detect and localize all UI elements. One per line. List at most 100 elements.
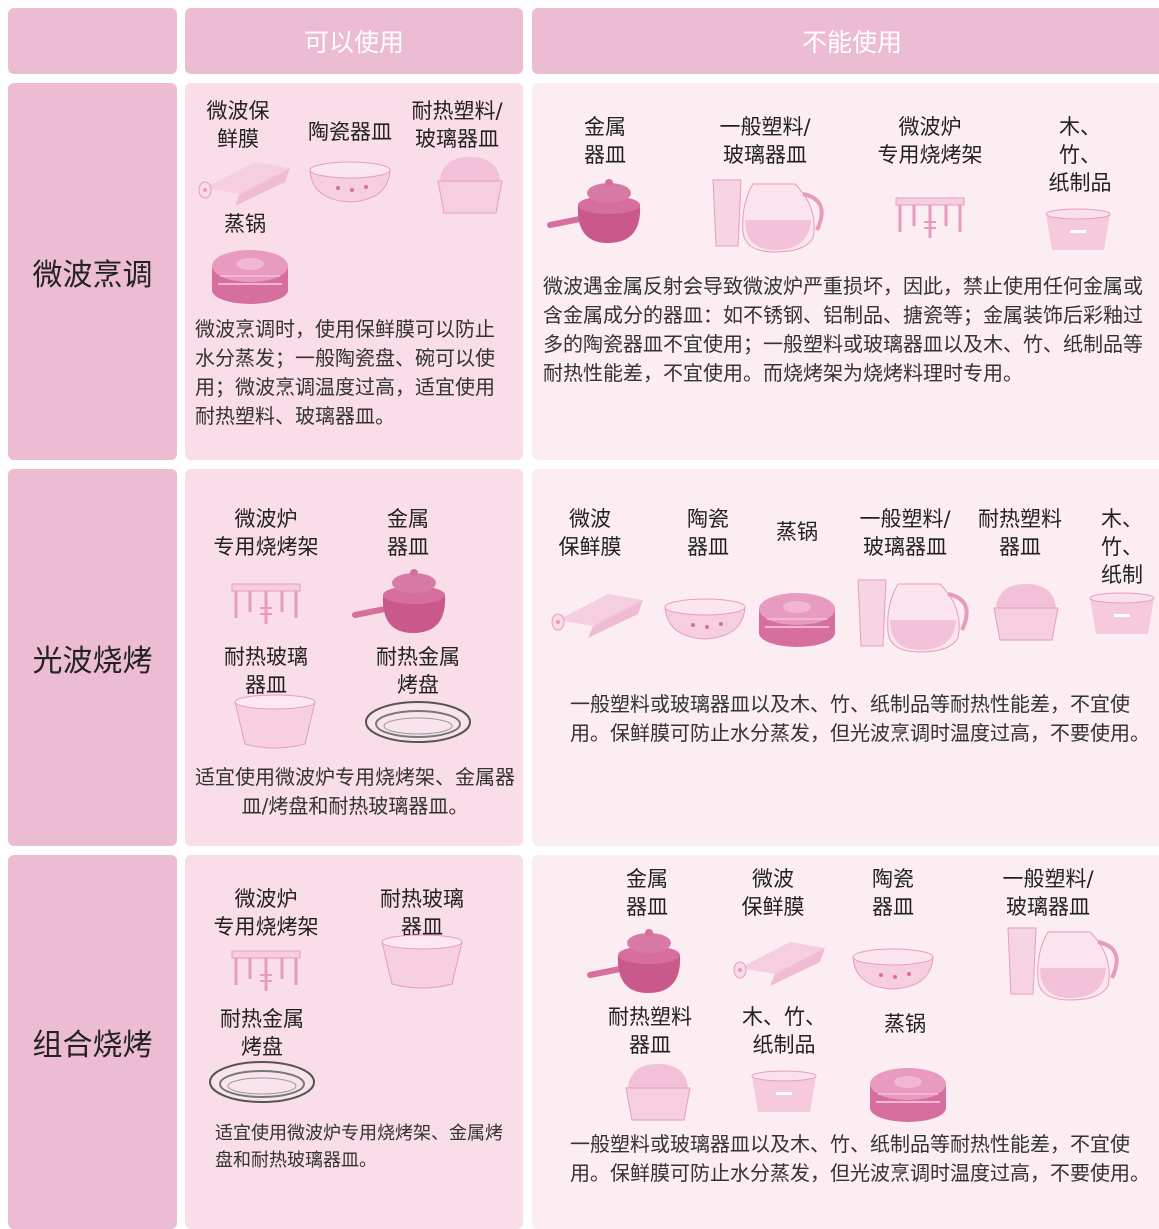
item-label: 陶瓷器皿 xyxy=(308,120,392,144)
icon-part xyxy=(893,975,897,979)
icon-part xyxy=(924,221,936,229)
icon-part xyxy=(895,197,965,206)
icon-part xyxy=(227,1077,297,1095)
icon-part xyxy=(691,623,695,627)
icon-part xyxy=(234,701,316,749)
icon-part xyxy=(205,162,290,194)
icon-tray xyxy=(365,701,471,743)
icon-part xyxy=(1045,208,1111,220)
item-label: 蒸锅 xyxy=(776,520,818,544)
icon-part xyxy=(588,600,643,638)
icon-part xyxy=(802,192,824,231)
item-label: 木、竹、 纸制品 xyxy=(742,1005,826,1057)
allowed-cell xyxy=(185,855,523,1229)
icon-part xyxy=(209,1061,315,1103)
icon-part xyxy=(625,1087,691,1121)
icon-rack xyxy=(895,197,965,238)
icon-cupjug xyxy=(712,179,824,253)
icon-part xyxy=(618,946,680,964)
icon-paper xyxy=(1089,592,1155,634)
note: 一般塑料或玻璃器皿以及木、竹、纸制品等耐热性能差，不宜使用。保鲜膜可防止水分蒸发… xyxy=(570,1132,1150,1185)
column-header: 不能使用 xyxy=(532,8,1159,74)
item-label: 金属 器皿 xyxy=(387,507,429,559)
icon-part xyxy=(410,569,418,577)
icon-part xyxy=(857,579,887,647)
item-label: 微波炉 专用烧烤架 xyxy=(213,887,319,939)
icon-part xyxy=(1070,230,1086,233)
item-label: 耐热塑料 器皿 xyxy=(608,1005,692,1057)
item-label: 耐热玻璃 器皿 xyxy=(224,645,308,697)
forbidden-cell xyxy=(532,83,1159,460)
item-label: 一般塑料/ 玻璃器皿 xyxy=(859,507,951,559)
icon-part xyxy=(577,205,641,243)
icon-box xyxy=(993,584,1059,641)
icon-part xyxy=(1040,968,1106,998)
icon-rack xyxy=(231,583,301,624)
icon-part xyxy=(705,625,709,629)
icon-part xyxy=(765,618,829,628)
column-header: 可以使用 xyxy=(185,8,523,74)
item-label: 陶瓷 器皿 xyxy=(872,867,914,919)
icon-part xyxy=(381,941,463,989)
icon-part xyxy=(231,950,301,959)
row-mode: 微波烹调 xyxy=(8,83,177,460)
icon-part xyxy=(558,594,643,626)
icon-part xyxy=(234,958,298,991)
icon-part xyxy=(437,180,503,214)
icon-part xyxy=(740,942,825,974)
icon-wrap xyxy=(551,594,643,638)
note: 适宜使用微波炉专用烧烤架、金属器皿/烤盘和耐热玻璃器皿。 xyxy=(195,765,515,818)
icon-part xyxy=(383,717,453,735)
icon-bowl xyxy=(664,598,746,640)
icon-tray xyxy=(209,1061,315,1103)
note: 微波烹调时，使用保鲜膜可以防止水分蒸发；一般陶瓷盘、碗可以使用；微波烹调温度过高… xyxy=(195,317,495,428)
icon-steamer xyxy=(212,250,288,304)
icon-part xyxy=(627,933,671,953)
item-label: 耐热塑料 器皿 xyxy=(978,507,1062,559)
icon-part xyxy=(947,592,969,631)
icon-part xyxy=(664,598,746,616)
icon-part xyxy=(260,974,272,982)
icon-part xyxy=(745,220,811,250)
icon-paper xyxy=(751,1070,817,1112)
note: 适宜使用微波炉专用烧烤架、金属烤盘和耐热玻璃器皿。 xyxy=(215,1123,503,1171)
icon-part xyxy=(751,1070,817,1082)
icon-part xyxy=(578,196,640,214)
icon-part xyxy=(852,956,934,990)
icon-part xyxy=(993,607,1059,641)
forbidden-cell xyxy=(532,469,1159,846)
icon-part xyxy=(336,186,340,190)
icon-part xyxy=(664,606,746,640)
icon-steamer xyxy=(759,593,835,647)
icon-part xyxy=(309,169,391,203)
item-label: 耐热金属 烤盘 xyxy=(220,1007,304,1059)
icon-part xyxy=(235,168,290,206)
icon-wrap xyxy=(198,162,290,206)
icon-part xyxy=(219,1070,305,1098)
note: 微波遇金属反射会导致微波炉严重损坏，因此，禁止使用任何金属或含金属成分的器皿：如… xyxy=(543,274,1143,385)
icon-part xyxy=(996,584,1056,608)
item-label: 金属 器皿 xyxy=(626,867,668,919)
icon-part xyxy=(776,1092,792,1095)
item-label: 一般塑料/ 玻璃器皿 xyxy=(1002,867,1094,919)
icon-part xyxy=(203,188,207,192)
icon-part xyxy=(628,1064,688,1088)
item-label: 耐热金属 烤盘 xyxy=(376,645,460,697)
icon-part xyxy=(894,1076,922,1088)
item-label: 蒸锅 xyxy=(224,212,266,236)
icon-cupjug xyxy=(857,579,969,653)
item-label: 蒸锅 xyxy=(884,1012,926,1036)
row-mode: 组合烧烤 xyxy=(8,855,177,1229)
icon-part xyxy=(712,179,742,247)
icon-part xyxy=(1089,592,1155,604)
icon-part xyxy=(890,620,956,650)
icon-wrap xyxy=(733,942,825,986)
icon-part xyxy=(783,601,811,613)
item-label: 陶瓷 器皿 xyxy=(687,507,729,559)
icon-part xyxy=(876,1093,940,1103)
icon-part xyxy=(556,620,560,624)
icon-part xyxy=(440,157,500,181)
icon-part xyxy=(907,972,911,976)
